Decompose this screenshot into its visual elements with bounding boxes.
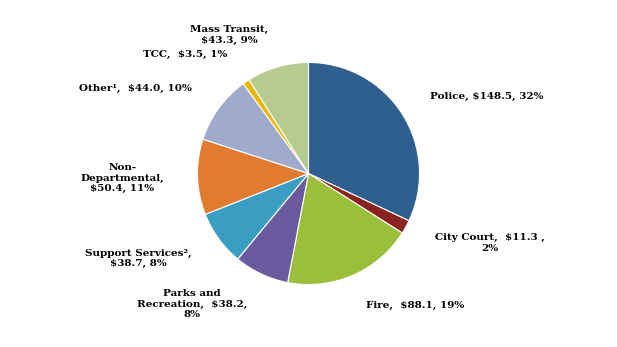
Text: Parks and
Recreation,  $38.2,
8%: Parks and Recreation, $38.2, 8% — [136, 289, 247, 319]
Text: Mass Transit,
$43.3, 9%: Mass Transit, $43.3, 9% — [190, 25, 268, 45]
Text: Support Services²,
$38.7, 8%: Support Services², $38.7, 8% — [85, 249, 192, 268]
Text: Other¹,  $44.0, 10%: Other¹, $44.0, 10% — [79, 84, 192, 93]
Text: Police, $148.5, 32%: Police, $148.5, 32% — [431, 92, 544, 101]
Wedge shape — [205, 174, 308, 259]
Wedge shape — [238, 174, 308, 282]
Text: TCC,  $3.5, 1%: TCC, $3.5, 1% — [143, 50, 227, 59]
Wedge shape — [308, 174, 409, 233]
Wedge shape — [308, 62, 420, 221]
Wedge shape — [243, 80, 308, 174]
Wedge shape — [203, 84, 308, 174]
Wedge shape — [288, 174, 402, 285]
Wedge shape — [249, 62, 308, 174]
Text: Fire,  $88.1, 19%: Fire, $88.1, 19% — [366, 302, 464, 311]
Text: Non-
Departmental,
$50.4, 11%: Non- Departmental, $50.4, 11% — [80, 163, 164, 193]
Wedge shape — [197, 139, 308, 214]
Text: City Court,  $11.3 ,
2%: City Court, $11.3 , 2% — [435, 233, 545, 253]
